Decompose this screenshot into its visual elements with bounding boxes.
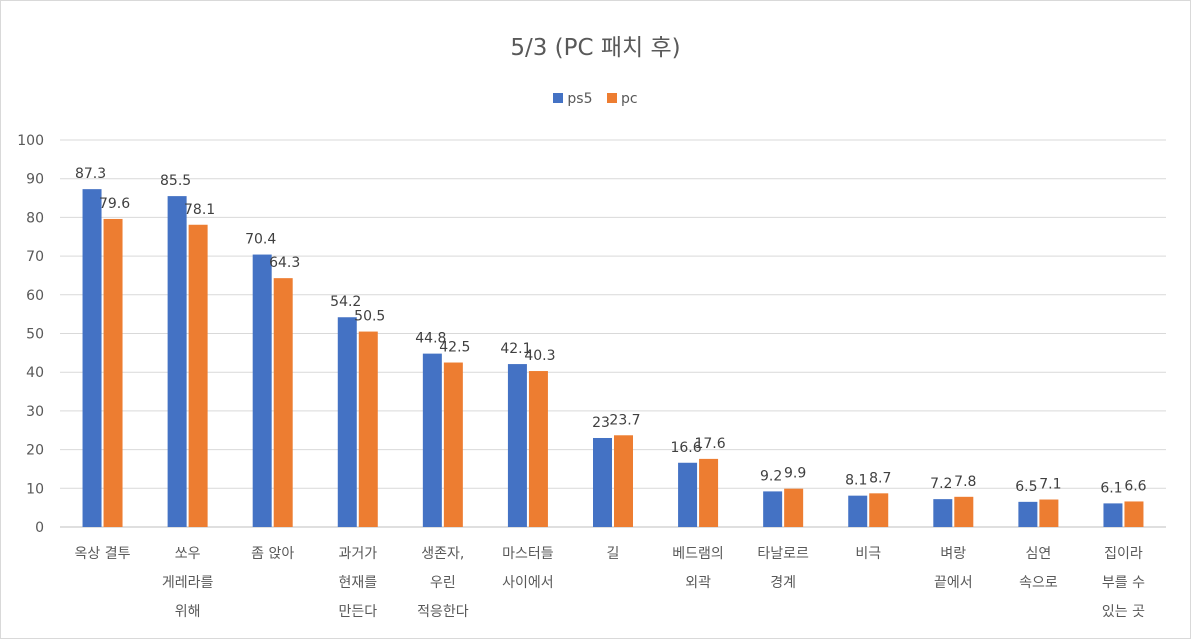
legend-item-pc: pc [606,91,638,107]
data-label-pc: 9.9 [784,466,806,482]
x-tick-label: 길 [607,546,620,562]
data-label-ps5: 23 [592,415,610,431]
data-label-pc: 42.5 [439,340,470,356]
bar-ps5 [167,196,187,528]
x-tick-label: 비극 [855,546,881,562]
data-label-ps5: 54.2 [330,294,361,310]
bar-pc [188,224,208,528]
bar-pc [614,435,633,527]
bar-pc [1039,499,1059,527]
x-tick-label: 집이라 [1104,546,1143,562]
bar-ps5 [848,495,868,527]
x-tick-label: 과거가 [338,546,377,562]
bar-pc [443,362,463,527]
x-tick-label: 좀 앉아 [251,546,294,562]
y-tick-label: 40 [26,365,44,381]
x-tick-label: 옥상 결투 [75,546,131,562]
x-tick-label: 생존자, [421,546,464,562]
y-tick-label: 50 [26,327,44,343]
legend-swatch-pc [606,93,617,103]
y-tick-label: 60 [26,288,44,304]
data-label-ps5: 44.8 [415,331,446,347]
bar-ps5 [593,437,612,527]
x-tick-label: 우린 [430,575,456,591]
bar-ps5 [82,189,102,528]
y-tick-label: 90 [26,172,44,188]
bar-ps5 [337,317,357,527]
data-label-pc: 50.5 [354,309,385,325]
y-tick-label: 20 [26,443,44,459]
data-label-pc: 6.6 [1124,478,1146,494]
y-tick-label: 70 [26,249,44,265]
x-tick-label: 벼랑 [940,546,966,562]
x-tick-label: 게레라를 [162,575,214,591]
bar-ps5 [933,499,953,527]
x-tick-label: 쏘우 [175,546,201,562]
legend-item-ps5: ps5 [553,91,593,107]
data-label-pc: 79.6 [99,196,130,212]
bar-ps5 [678,462,698,527]
data-label-pc: 78.1 [184,202,215,218]
x-tick-label: 위해 [175,604,201,620]
legend-label-pc: pc [620,91,638,107]
y-tick-label: 100 [17,133,44,149]
data-label-ps5: 16.6 [670,440,701,456]
x-tick-label: 경계 [770,575,796,591]
data-label-pc: 7.8 [954,474,976,490]
x-tick-label: 현재를 [338,575,377,591]
x-tick-label: 부를 수 [1102,575,1145,591]
data-label-ps5: 6.1 [1100,480,1122,496]
bar-ps5 [252,254,272,527]
bar-pc [358,331,378,527]
bar-pc [699,458,719,527]
x-tick-label: 속으로 [1019,575,1058,591]
x-tick-label: 있는 곳 [1102,604,1145,620]
data-label-ps5: 85.5 [160,173,191,189]
x-tick-label: 적응한다 [417,604,469,620]
y-tick-label: 30 [26,404,44,420]
data-label-ps5: 42.1 [500,341,531,357]
data-label-ps5: 7.2 [930,476,952,492]
bar-pc [103,218,123,527]
bar-pc [784,488,804,527]
data-label-ps5: 87.3 [75,166,106,182]
data-label-ps5: 8.1 [845,473,867,489]
data-label-ps5: 9.2 [760,468,782,484]
data-label-pc: 64.3 [269,255,300,271]
bar-ps5 [1018,501,1038,527]
x-tick-label: 베드램의 [672,546,724,562]
bar-pc [528,371,548,527]
bar-ps5 [507,364,527,527]
bar-pc [869,493,889,527]
x-tick-label: 사이에서 [502,575,554,591]
data-label-ps5: 6.5 [1015,479,1037,495]
bar-pc [273,278,293,527]
bar-ps5 [763,491,783,527]
x-tick-label: 만든다 [338,604,377,620]
y-tick-label: 10 [26,481,44,497]
data-label-ps5: 70.4 [245,232,276,248]
y-tick-label: 80 [26,210,44,226]
data-label-pc: 8.7 [869,470,891,486]
bar-pc [954,496,974,527]
data-label-pc: 17.6 [694,436,725,452]
bar-pc [1124,501,1144,527]
data-label-pc: 7.1 [1039,477,1061,493]
bar-ps5 [422,353,442,527]
legend-swatch-ps5 [553,93,564,103]
data-label-pc: 23.7 [609,412,640,428]
x-tick-label: 심연 [1026,546,1052,562]
legend: ps5 pc [0,91,1191,107]
bar-ps5 [1103,503,1123,527]
x-tick-label: 끝에서 [934,575,973,591]
x-tick-label: 외곽 [685,575,711,591]
data-label-pc: 40.3 [524,348,555,364]
chart-title: 5/3 (PC 패치 후) [510,35,681,61]
x-tick-label: 타날로르 [757,546,809,562]
legend-label-ps5: ps5 [567,91,593,107]
x-tick-label: 마스터들 [502,546,554,562]
y-tick-label: 0 [35,520,44,536]
